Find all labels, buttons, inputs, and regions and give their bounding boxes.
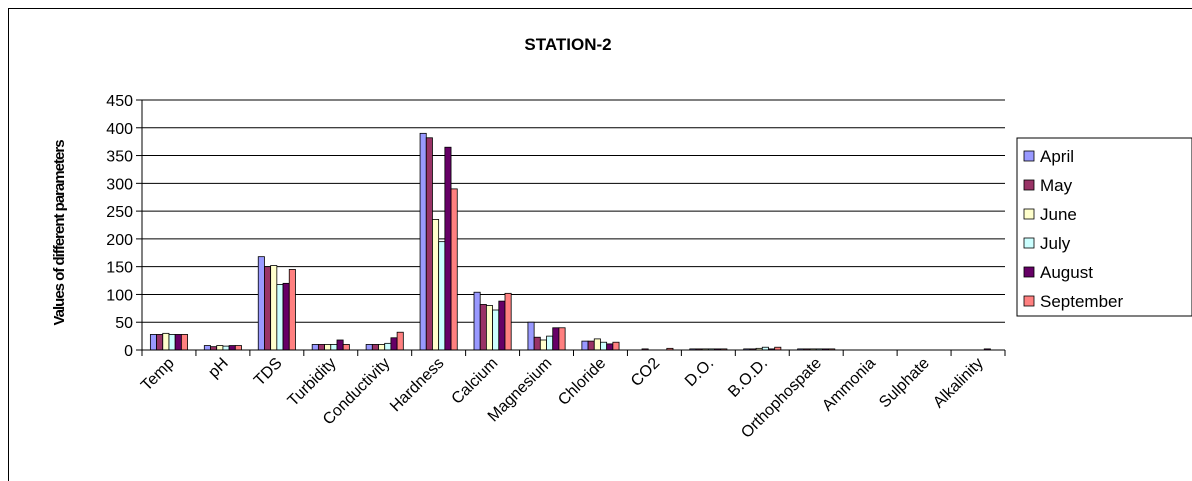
y-tick-label: 400 [106, 121, 133, 138]
bar [234, 345, 242, 351]
bar [539, 339, 547, 351]
bar [228, 345, 236, 351]
bar [527, 321, 535, 351]
legend-label: September [1040, 292, 1123, 311]
bar [311, 344, 319, 351]
bar [384, 342, 392, 351]
bar [203, 345, 211, 351]
bar [216, 345, 224, 351]
bar [336, 339, 344, 351]
bar [444, 146, 452, 351]
x-tick-label: D.O. [682, 355, 717, 390]
bar [264, 266, 272, 351]
x-tick-label: Hardness [387, 355, 447, 415]
bar [222, 345, 230, 351]
bar [419, 132, 427, 351]
bar [479, 304, 487, 351]
legend-swatch [1023, 266, 1035, 278]
bar [270, 265, 278, 351]
y-tick-label: 150 [106, 260, 133, 277]
bar [432, 219, 440, 351]
bar [396, 331, 404, 351]
y-tick-label: 300 [106, 176, 133, 193]
bar [533, 336, 541, 351]
bar [162, 332, 170, 351]
bar [425, 137, 433, 351]
bar [390, 337, 398, 351]
y-tick-label: 200 [106, 232, 133, 249]
bar [612, 341, 620, 351]
x-tick-label: Calcium [449, 355, 502, 408]
bar [378, 344, 386, 351]
bar [371, 344, 379, 351]
y-tick-label: 100 [106, 287, 133, 304]
bar [587, 340, 595, 351]
bar [593, 338, 601, 351]
y-tick-label: 0 [124, 343, 133, 360]
chart-frame [8, 8, 1192, 481]
y-tick-label: 50 [115, 315, 133, 332]
bar [156, 334, 164, 351]
bar [276, 284, 284, 351]
bar [342, 344, 350, 351]
x-tick-label: B.O.D. [725, 355, 771, 401]
legend-label: July [1040, 234, 1071, 253]
bar [330, 344, 338, 351]
bar [438, 241, 446, 351]
bar [546, 335, 554, 351]
axes [136, 99, 1006, 356]
legend-swatch [1023, 179, 1035, 191]
y-tick-label: 450 [106, 93, 133, 110]
legend: April May June July August September [1016, 137, 1192, 317]
bar [365, 344, 373, 351]
bar [581, 340, 589, 351]
bar [498, 300, 506, 351]
x-tick-label: Turbidity [285, 355, 340, 410]
bar [288, 269, 296, 351]
y-tick-label: 250 [106, 204, 133, 221]
y-tick-labels: 0 50 100 150 200 250 300 350 400 450 [106, 93, 133, 360]
legend-label: June [1040, 205, 1077, 224]
legend-label: May [1040, 176, 1073, 195]
bar [485, 305, 493, 351]
bar [558, 327, 566, 351]
bar [473, 291, 481, 351]
bar [282, 282, 290, 351]
x-tick-label: CO2 [628, 355, 663, 390]
x-tick-label: Sulphate [876, 355, 933, 412]
y-tick-label: 350 [106, 149, 133, 166]
x-tick-label: Ammonia [819, 355, 879, 415]
bar [552, 327, 560, 351]
legend-label: August [1040, 263, 1093, 282]
bar [149, 334, 157, 351]
bar [324, 344, 332, 351]
x-tick-label: Temp [138, 355, 178, 395]
legend-swatch [1023, 150, 1035, 162]
bar [450, 188, 458, 351]
chart-title: STATION-2 [524, 35, 611, 54]
y-axis-label: Values of different parameters [51, 140, 68, 326]
bar [168, 334, 176, 351]
x-tick-label: Alkalinity [930, 355, 987, 412]
gridlines [142, 99, 1005, 323]
x-tick-label: pH [205, 355, 231, 381]
legend-swatch [1023, 208, 1035, 220]
bars [149, 132, 991, 351]
bar [257, 256, 265, 351]
bar [606, 343, 614, 351]
bar [600, 341, 608, 351]
bar [492, 309, 500, 351]
legend-box [1016, 137, 1192, 317]
legend-label: April [1040, 147, 1074, 166]
legend-swatch [1023, 295, 1035, 307]
x-tick-label: Chloride [555, 355, 609, 409]
bar [317, 344, 325, 351]
bar [504, 292, 512, 351]
x-tick-label: TDS [251, 355, 286, 390]
bar [174, 334, 182, 351]
bar [180, 334, 188, 351]
legend-swatch [1023, 237, 1035, 249]
